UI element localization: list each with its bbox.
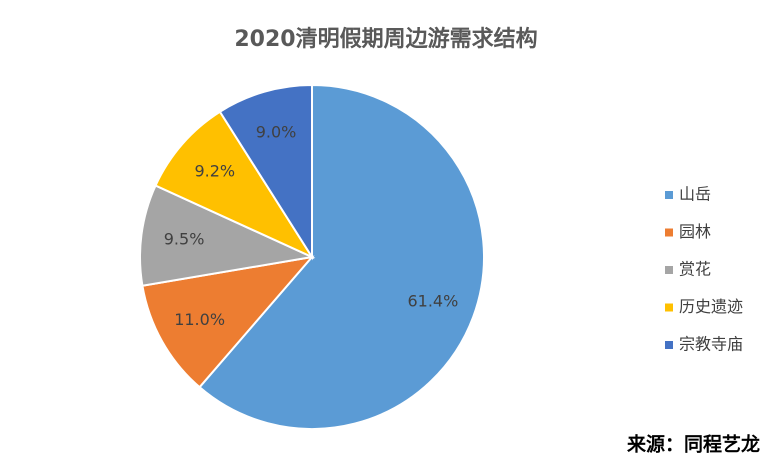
legend-label: 园林 xyxy=(679,222,711,241)
legend-swatch xyxy=(665,266,673,274)
data-label: 61.4% xyxy=(407,291,458,310)
data-label: 9.0% xyxy=(256,123,297,142)
legend-label: 山岳 xyxy=(679,185,711,204)
legend-label: 宗教寺庙 xyxy=(679,335,743,354)
legend-label: 历史遗迹 xyxy=(679,297,743,316)
data-label: 9.2% xyxy=(194,162,235,181)
source-note: 来源：同程艺龙 xyxy=(627,433,760,456)
legend-swatch xyxy=(665,191,673,199)
legend-swatch xyxy=(665,228,673,237)
pie-slice xyxy=(154,110,315,260)
chart-title: 2020清明假期周边游需求结构 xyxy=(234,26,537,52)
legend-swatch xyxy=(665,341,673,349)
pie-slice xyxy=(141,255,315,389)
legend-swatch xyxy=(665,303,673,312)
pie-slice xyxy=(218,83,313,261)
data-label: 11.0% xyxy=(174,310,225,329)
data-label: 9.5% xyxy=(164,230,205,249)
pie-slice xyxy=(139,184,316,287)
pie-slice xyxy=(198,83,485,430)
legend-label: 赏花 xyxy=(679,260,711,279)
